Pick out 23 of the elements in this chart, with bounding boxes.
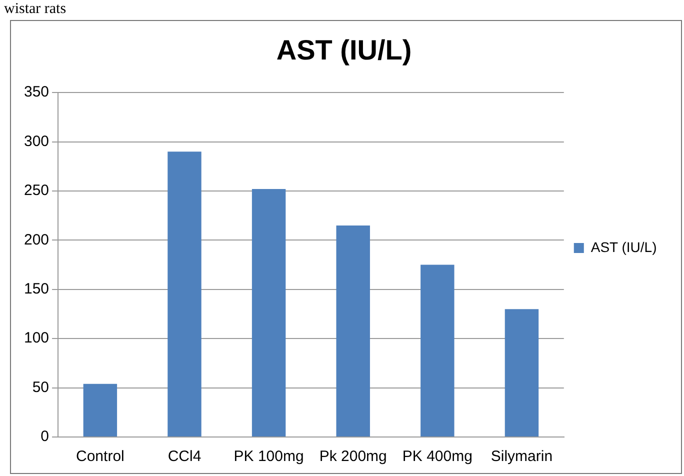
bar bbox=[336, 225, 370, 436]
text: wistar rats bbox=[4, 0, 66, 18]
x-tick-label: Control bbox=[76, 448, 124, 466]
y-tick-label: 350 bbox=[24, 84, 50, 101]
x-tick-label: Silymarin bbox=[490, 448, 553, 466]
y-tick-label: 100 bbox=[24, 330, 50, 347]
y-tick-label: 150 bbox=[24, 280, 50, 298]
bar bbox=[168, 152, 202, 436]
y-tick-label: 0 bbox=[40, 428, 50, 446]
x-tick-label: PK 400mg bbox=[402, 448, 472, 466]
x-tick-label: Pk 200mg bbox=[319, 448, 387, 466]
legend-label: AST (IU/L) bbox=[590, 238, 657, 255]
y-tick-label: 200 bbox=[24, 231, 50, 248]
chart-title: AST (IU/L) bbox=[276, 34, 412, 66]
bar bbox=[83, 384, 118, 436]
y-tick-label: 250 bbox=[24, 182, 50, 200]
bar bbox=[252, 189, 286, 436]
bar bbox=[420, 264, 454, 436]
y-tick-label: 50 bbox=[32, 378, 50, 396]
x-tick-label: PK 100mg bbox=[234, 448, 304, 466]
y-tick-label: 300 bbox=[24, 132, 50, 150]
bar bbox=[504, 309, 539, 436]
x-tick-label: CCl4 bbox=[168, 448, 202, 466]
